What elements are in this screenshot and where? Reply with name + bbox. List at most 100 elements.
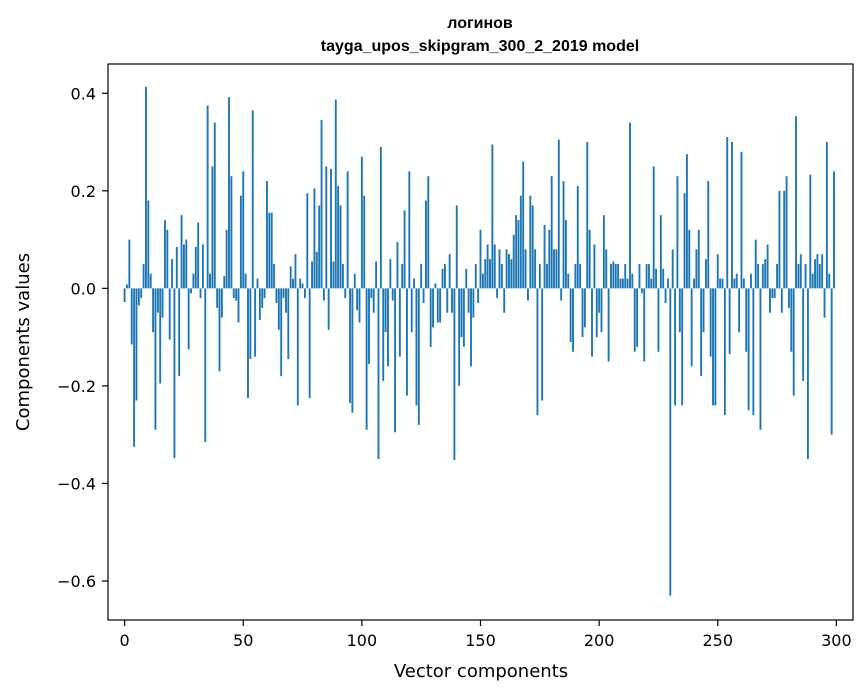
bar	[220, 288, 223, 318]
bar	[339, 205, 342, 289]
bar	[187, 288, 190, 350]
bar	[159, 288, 162, 384]
bar	[591, 288, 593, 357]
bar	[372, 288, 375, 313]
bar	[524, 249, 527, 289]
bar	[569, 288, 572, 342]
bar	[534, 249, 537, 289]
bar	[389, 259, 392, 289]
bar	[311, 261, 313, 289]
bar	[292, 278, 295, 289]
bar	[640, 288, 643, 294]
bar	[693, 278, 695, 289]
bar	[517, 220, 520, 289]
y-axis-ticks: 0.4 0.2 0.0 −0.2 −0.4 −0.6	[57, 84, 108, 591]
bar	[633, 288, 636, 352]
bar	[704, 259, 707, 289]
bar	[285, 288, 287, 313]
bar	[550, 176, 553, 289]
bar	[166, 229, 169, 289]
bar	[759, 288, 762, 430]
bar	[610, 263, 612, 289]
bar	[797, 263, 800, 289]
bar	[828, 273, 831, 289]
bar	[683, 193, 686, 289]
bar	[443, 263, 446, 289]
bar	[771, 288, 774, 299]
bar	[721, 278, 724, 289]
bar	[147, 200, 150, 289]
bar	[330, 168, 332, 289]
bar	[413, 278, 416, 289]
bar	[401, 263, 404, 289]
bar	[645, 263, 648, 289]
bar	[387, 288, 389, 367]
bar	[211, 166, 214, 289]
bar	[299, 278, 302, 289]
bar	[818, 263, 821, 289]
bar	[655, 268, 658, 289]
bar	[135, 288, 138, 401]
bar	[564, 220, 567, 289]
bar	[294, 254, 297, 289]
x-tick-label: 50	[233, 631, 253, 650]
bar	[484, 259, 487, 289]
bar	[557, 139, 560, 289]
bar	[247, 288, 249, 399]
bar	[780, 288, 783, 313]
bar	[258, 288, 261, 321]
bar	[424, 200, 427, 289]
bar	[659, 215, 662, 289]
bar	[360, 156, 363, 289]
bar	[375, 261, 378, 289]
x-tick-label: 100	[347, 631, 378, 650]
bar	[757, 263, 760, 289]
bar	[624, 263, 627, 289]
bar	[804, 263, 807, 289]
bar	[512, 234, 515, 289]
bar	[515, 215, 518, 289]
bar	[128, 239, 131, 289]
bar	[745, 288, 748, 352]
bar	[709, 288, 712, 357]
bar	[467, 288, 470, 313]
bar	[251, 110, 254, 289]
bar	[446, 288, 449, 313]
bar	[560, 288, 563, 301]
bar	[825, 142, 828, 289]
bar	[332, 261, 335, 289]
bar	[700, 288, 703, 377]
bar	[434, 283, 437, 289]
bar	[674, 288, 677, 406]
bar	[256, 278, 259, 289]
bar	[553, 249, 555, 289]
bar	[133, 288, 136, 447]
bar	[714, 288, 717, 406]
bar	[595, 288, 598, 338]
bar	[614, 263, 617, 289]
bar	[481, 273, 484, 289]
bar	[576, 185, 579, 289]
bar	[223, 276, 226, 289]
bar	[156, 288, 159, 313]
bar	[626, 278, 629, 289]
plot-frame	[107, 63, 854, 621]
bar	[503, 288, 506, 313]
bar	[465, 268, 468, 289]
bar	[669, 288, 672, 596]
bar	[379, 146, 382, 289]
bar	[474, 263, 477, 289]
bar	[145, 86, 147, 289]
bar	[439, 288, 442, 323]
bar	[306, 193, 309, 289]
bar	[754, 239, 757, 289]
bar	[747, 288, 750, 411]
bar	[489, 259, 491, 289]
bar	[142, 263, 145, 289]
bar	[327, 288, 330, 330]
bar	[545, 263, 548, 289]
bar	[320, 120, 323, 289]
bar	[510, 259, 513, 289]
bar	[723, 288, 726, 416]
bar	[171, 259, 174, 289]
